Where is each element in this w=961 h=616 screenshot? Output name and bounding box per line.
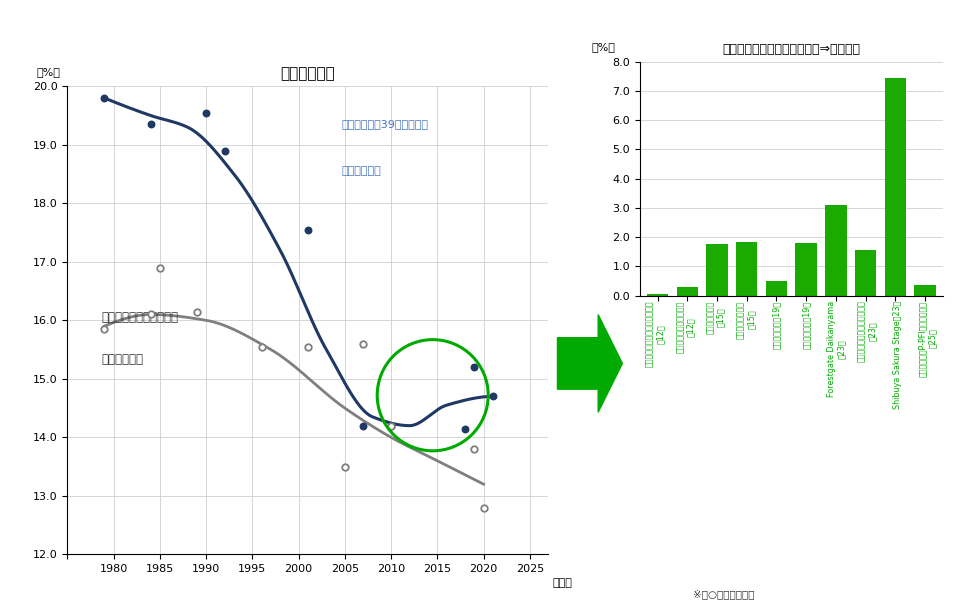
Text: 東急プラザ表参道「オモカド」
（12）: 東急プラザ表参道「オモカド」 （12） <box>645 301 664 367</box>
Point <box>143 120 159 129</box>
Title: 緑地面積割合: 緑地面積割合 <box>281 66 334 81</box>
Point <box>254 342 269 352</box>
Bar <box>883 78 905 296</box>
Point <box>96 324 111 334</box>
Point <box>300 342 315 352</box>
Title: 生物多様性再生効果（建設前⇒建設後）: 生物多様性再生効果（建設前⇒建設後） <box>722 43 859 56</box>
Bar <box>735 243 756 296</box>
Text: （年）: （年） <box>553 578 572 588</box>
Y-axis label: （%）: （%） <box>591 43 615 52</box>
Text: キューブラザ原宿
（15）: キューブラザ原宿 （15） <box>735 301 754 339</box>
Point <box>216 146 232 156</box>
Bar <box>676 287 698 296</box>
Point <box>356 339 371 349</box>
Text: 緑地面積割合: 緑地面積割合 <box>101 353 143 366</box>
Point <box>466 444 481 454</box>
Point <box>383 421 399 431</box>
Point <box>189 307 205 317</box>
FancyArrow shape <box>556 315 622 412</box>
Y-axis label: （%）: （%） <box>37 67 60 77</box>
Bar <box>795 243 816 296</box>
Point <box>300 225 315 235</box>
Point <box>456 424 472 434</box>
Point <box>484 392 500 402</box>
Point <box>356 421 371 431</box>
Point <box>466 362 481 372</box>
Bar <box>913 285 935 296</box>
Bar <box>854 250 875 296</box>
Text: ※　○　内は竣工年: ※ ○ 内は竣工年 <box>692 590 753 599</box>
Point <box>198 108 213 118</box>
Text: 緑地面積割合: 緑地面積割合 <box>341 166 381 176</box>
Bar <box>765 281 786 296</box>
Point <box>152 263 167 273</box>
Text: 東急ハンズ原宿「ハラカド」
（23）: 東急ハンズ原宿「ハラカド」 （23） <box>856 301 875 362</box>
Text: Forestgate Daikanyama
（23）: Forestgate Daikanyama （23） <box>826 301 846 397</box>
Bar <box>705 245 727 296</box>
Text: 代々木公園　P-PFIプロジェクト
（25）: 代々木公園 P-PFIプロジェクト （25） <box>917 301 936 376</box>
Text: 広域渋谷圏の商業地域の: 広域渋谷圏の商業地域の <box>101 311 178 324</box>
Text: 新青山東急ビル
（15）: 新青山東急ビル （15） <box>705 301 725 334</box>
Point <box>143 309 159 319</box>
Text: 当社グループ39物件合計の: 当社グループ39物件合計の <box>341 119 428 129</box>
Bar <box>825 205 846 296</box>
Point <box>476 503 491 513</box>
Bar <box>646 294 668 296</box>
Point <box>336 462 352 472</box>
Point <box>96 93 111 103</box>
Text: 渋谷フクラス（19）: 渋谷フクラス（19） <box>801 301 810 349</box>
Point <box>383 421 399 431</box>
Text: Shibuya Sakura Stage（23）: Shibuya Sakura Stage（23） <box>892 301 900 409</box>
Text: スプライン青山東急ビル
（12）: スプライン青山東急ビル （12） <box>675 301 694 353</box>
Text: 渋谷ソラスタ（19）: 渋谷ソラスタ（19） <box>771 301 779 349</box>
